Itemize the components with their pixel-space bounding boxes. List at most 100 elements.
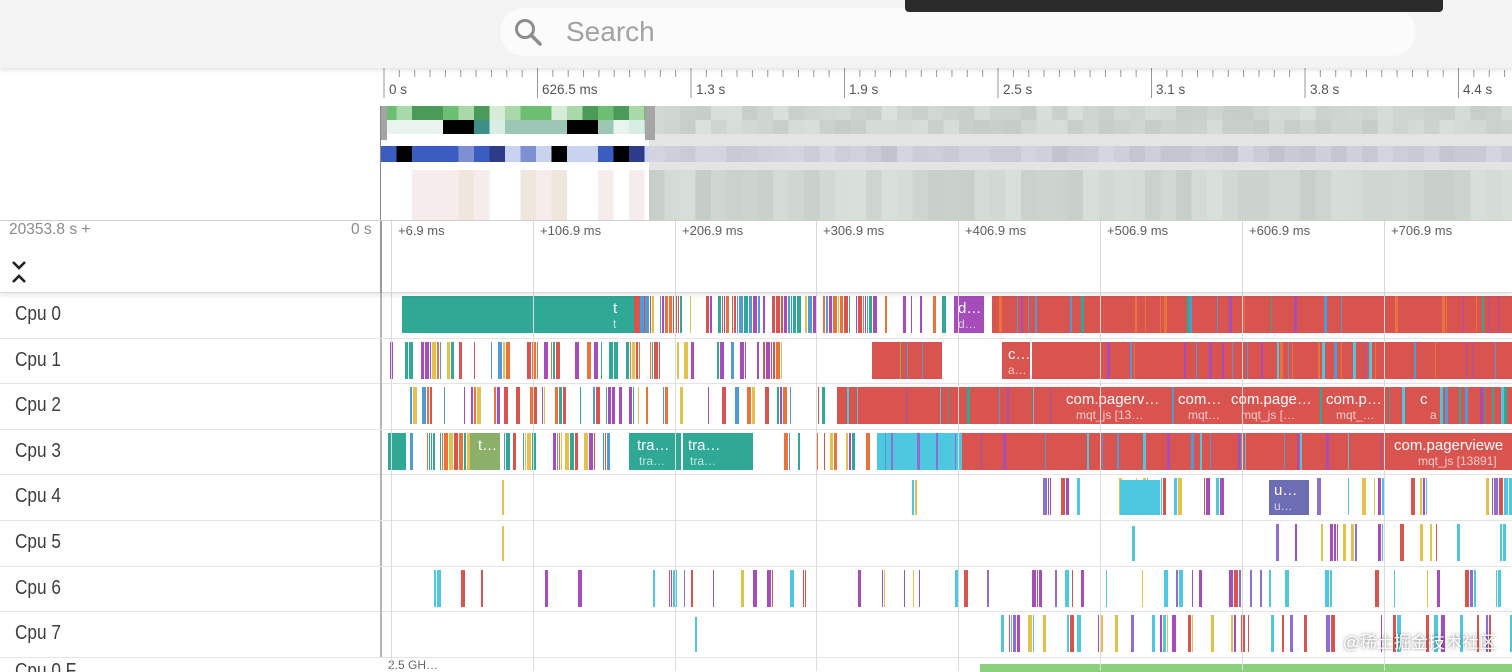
heatmap-cell[interactable] [552,106,568,120]
cpu-slice[interactable] [1187,296,1190,333]
cpu-slice[interactable] [1107,342,1110,379]
cpu-slice[interactable] [459,342,462,379]
cpu-slice[interactable] [777,387,779,424]
heatmap-cell[interactable] [412,106,428,120]
heatmap-cell[interactable] [459,106,475,120]
cpu-slice[interactable] [494,387,496,424]
cpu-slice[interactable] [607,433,610,470]
cpu-slice[interactable] [766,342,770,379]
cpu-slice[interactable] [830,433,833,470]
cpu-slice[interactable] [1061,478,1065,515]
cpu-slice[interactable] [1445,387,1448,424]
cpu-slice[interactable] [773,342,775,379]
cpu-slice[interactable] [1334,342,1337,379]
cpu-slice[interactable] [1495,342,1496,379]
cpu-slice[interactable] [454,433,458,470]
cpu-slice[interactable] [650,342,651,379]
cpu-slice[interactable] [844,296,848,333]
cpu-slice[interactable] [920,296,922,333]
cpu-slice[interactable] [432,342,436,379]
cpu-slice[interactable] [626,342,629,379]
cpu-slice[interactable] [575,433,578,470]
heatmap-cell[interactable] [614,170,630,220]
cpu-slice[interactable] [757,342,759,379]
cpu-slice[interactable] [427,433,428,470]
cpu-slice[interactable] [405,342,408,379]
cpu-slice[interactable] [904,570,905,607]
cpu-slice[interactable] [1330,570,1332,607]
cpu-slice[interactable] [464,433,466,470]
cpu-slice[interactable] [1206,478,1210,515]
cpu-slice[interactable] [437,570,441,607]
cpu-slice[interactable] [603,433,604,470]
cpu-slice[interactable] [1081,570,1084,607]
cpu-slice[interactable] [1217,296,1218,333]
cpu-slice[interactable] [506,342,510,379]
cpu-slice[interactable] [1142,570,1143,607]
cpu-slice[interactable] [684,342,688,379]
cpu-slice[interactable] [752,387,755,424]
cpu-slice[interactable] [1503,524,1506,561]
cpu-slice[interactable] [684,570,685,607]
cpu-slice[interactable] [1179,570,1183,607]
cpu-slice[interactable] [753,570,757,607]
heatmap-cell[interactable] [474,170,490,220]
cpu-slice[interactable] [873,296,877,333]
cpu-slice[interactable] [671,570,672,607]
cpu-slice[interactable] [789,433,790,470]
cpu-slice[interactable] [885,433,886,470]
heatmap-cell[interactable] [521,120,537,134]
cpu-slice[interactable] [1436,524,1437,561]
cpu-slice[interactable] [1131,615,1134,652]
cpu-slice[interactable] [1250,570,1252,607]
cpu-slice[interactable] [1028,296,1029,333]
cpu-slice[interactable] [669,570,670,607]
cpu-slice[interactable] [474,342,475,379]
cpu-slice[interactable] [1277,342,1279,379]
cpu-slice[interactable] [497,387,500,424]
heatmap-cell[interactable] [474,120,490,134]
track-cpu-4[interactable]: Cpu 4 u…u… [0,475,1512,521]
cpu-slice[interactable] [636,342,638,379]
cpu-slice[interactable] [999,387,1000,424]
cpu-slice[interactable] [474,387,476,424]
cpu-slice[interactable] [1039,570,1042,607]
cpu-slice[interactable] [745,342,746,379]
cpu-slice[interactable] [1172,387,1174,424]
cpu-slice[interactable] [1337,524,1338,561]
cpu-slice[interactable] [652,342,653,379]
heatmap-cell[interactable] [629,120,645,134]
cpu-slice[interactable] [654,342,658,379]
cpu-slice[interactable] [1297,433,1299,470]
heatmap-cell[interactable] [583,170,599,220]
collapse-expand-icon[interactable] [8,257,30,287]
cpu-slice[interactable] [1021,296,1023,333]
cpu-slice[interactable] [1482,296,1484,333]
cpu-slice[interactable] [1033,387,1034,424]
cpu-slice[interactable] [1420,478,1422,515]
heatmap-cell[interactable] [428,170,444,220]
cpu-slice[interactable] [410,387,412,424]
cpu-slice[interactable] [1442,296,1445,333]
cpu-slice[interactable] [933,296,936,333]
cpu-slice[interactable] [1292,342,1293,379]
cpu-slice[interactable] [737,296,738,333]
heatmap-cell[interactable] [505,106,521,120]
cpu-slice[interactable] [459,433,463,470]
cpu-slice[interactable] [594,433,595,470]
cpu-slice[interactable] [544,342,548,379]
cpu-slice[interactable] [580,387,581,424]
cpu-slice[interactable] [596,387,600,424]
cpu-slice[interactable] [912,480,914,515]
cpu-slice[interactable] [763,296,765,333]
heatmap-cell[interactable] [412,146,428,162]
cpu-slice[interactable] [433,433,435,470]
cpu-slice[interactable] [1035,296,1037,333]
heatmap-cell[interactable] [536,146,552,162]
cpu-slice[interactable] [1375,570,1379,607]
track-cpu-2[interactable]: Cpu 2 com.pagerv…mqt_js [13…com…mqt…com.… [0,384,1512,430]
cpu-slice[interactable] [1045,433,1046,470]
cpu-slice[interactable] [1288,342,1289,379]
cpu-slice[interactable] [1496,570,1497,607]
cpu-slice[interactable] [1504,387,1507,424]
